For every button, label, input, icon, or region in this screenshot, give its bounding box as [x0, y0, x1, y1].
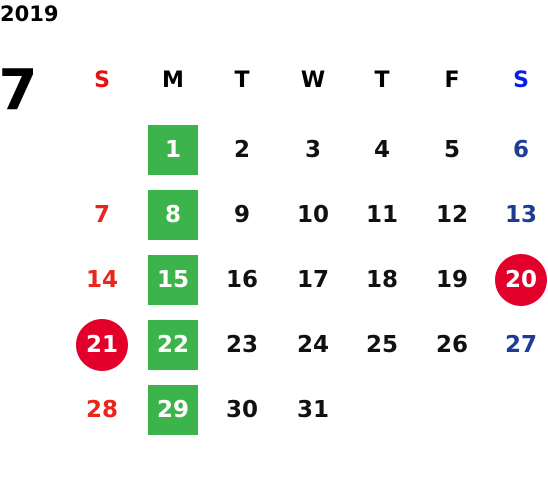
weekday: M — [162, 67, 184, 93]
day: 26 — [435, 332, 468, 358]
day-box: 22 — [148, 320, 198, 370]
day: 14 — [85, 267, 118, 293]
day: 2 — [233, 137, 250, 163]
weekday: F — [444, 67, 460, 93]
year: 2019 — [0, 2, 59, 26]
day: 27 — [504, 332, 537, 358]
day: 24 — [296, 332, 329, 358]
day: 12 — [435, 202, 468, 228]
day: 4 — [373, 137, 390, 163]
day: 13 — [504, 202, 537, 228]
weekday: S — [513, 67, 529, 93]
day: 17 — [296, 267, 329, 293]
day: 25 — [365, 332, 398, 358]
day-box: 1 — [148, 125, 198, 175]
day: 5 — [443, 137, 460, 163]
day: 19 — [435, 267, 468, 293]
weekday: T — [234, 67, 250, 93]
day-circle: 20 — [495, 254, 547, 306]
day: 16 — [225, 267, 258, 293]
day: 23 — [225, 332, 258, 358]
day-box: 15 — [148, 255, 198, 305]
day-circle: 21 — [76, 319, 128, 371]
day: 7 — [93, 202, 110, 228]
weekday: T — [374, 67, 390, 93]
day: 28 — [85, 397, 118, 423]
day: 31 — [296, 397, 329, 423]
weekday: W — [300, 67, 326, 93]
day: 11 — [365, 202, 398, 228]
weekday: S — [94, 67, 110, 93]
day-box: 29 — [148, 385, 198, 435]
month: 7 — [0, 57, 38, 123]
day: 9 — [233, 202, 250, 228]
day-box: 8 — [148, 190, 198, 240]
day: 30 — [225, 397, 258, 423]
day: 10 — [296, 202, 329, 228]
day: 6 — [512, 137, 529, 163]
day: 3 — [304, 137, 321, 163]
day: 18 — [365, 267, 398, 293]
